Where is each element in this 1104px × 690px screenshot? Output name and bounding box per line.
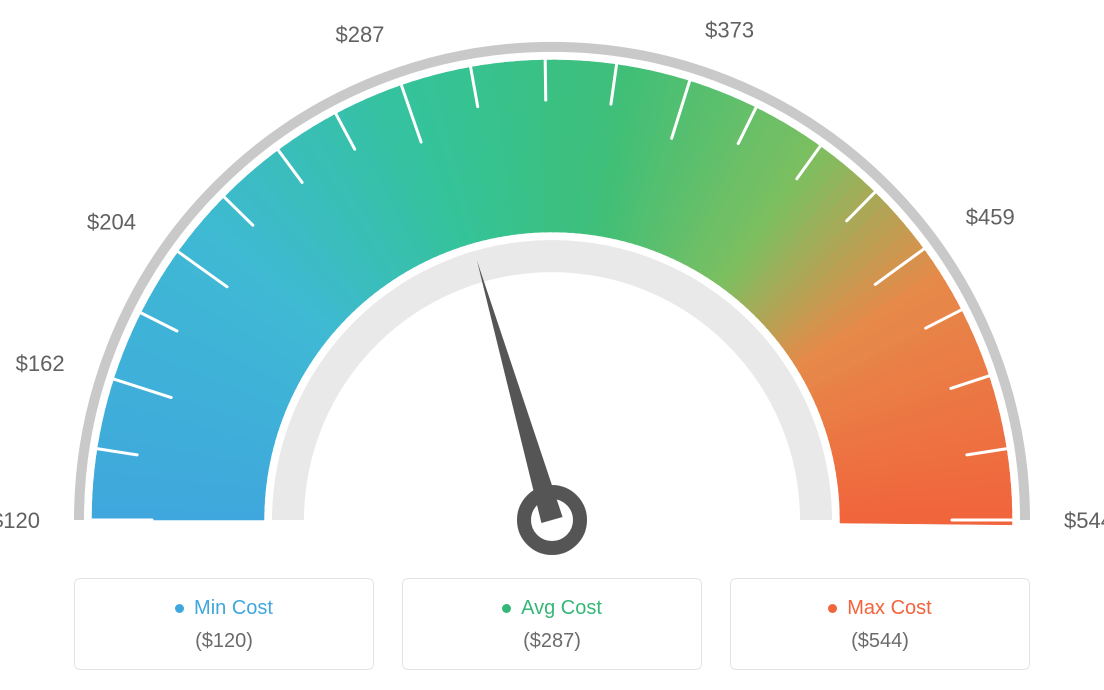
legend-avg-title: Avg Cost (502, 597, 602, 620)
gauge-needle (477, 261, 563, 523)
legend-avg-value: ($287) (403, 630, 701, 653)
legend-avg-label: Avg Cost (521, 597, 602, 620)
dot-icon (828, 604, 837, 613)
scale-label: $373 (705, 17, 754, 42)
dot-icon (175, 604, 184, 613)
gauge-color-arc (92, 60, 1012, 525)
legend-card-min: Min Cost ($120) (74, 578, 374, 670)
legend-row: Min Cost ($120) Avg Cost ($287) Max Cost… (0, 578, 1104, 670)
scale-label: $120 (0, 508, 40, 533)
scale-label: $162 (16, 351, 65, 376)
cost-gauge: $120 $162 $204 $287 $373 $459 $544 (0, 0, 1104, 560)
legend-max-value: ($544) (731, 630, 1029, 653)
dot-icon (502, 604, 511, 613)
scale-label: $544 (1064, 508, 1104, 533)
legend-min-label: Min Cost (194, 597, 273, 620)
legend-min-title: Min Cost (175, 597, 273, 620)
legend-max-title: Max Cost (828, 597, 931, 620)
legend-min-value: ($120) (75, 630, 373, 653)
legend-card-avg: Avg Cost ($287) (402, 578, 702, 670)
scale-label: $459 (966, 204, 1015, 229)
legend-max-label: Max Cost (847, 597, 931, 620)
scale-label: $287 (335, 22, 384, 47)
scale-label: $204 (87, 210, 136, 235)
legend-card-max: Max Cost ($544) (730, 578, 1030, 670)
